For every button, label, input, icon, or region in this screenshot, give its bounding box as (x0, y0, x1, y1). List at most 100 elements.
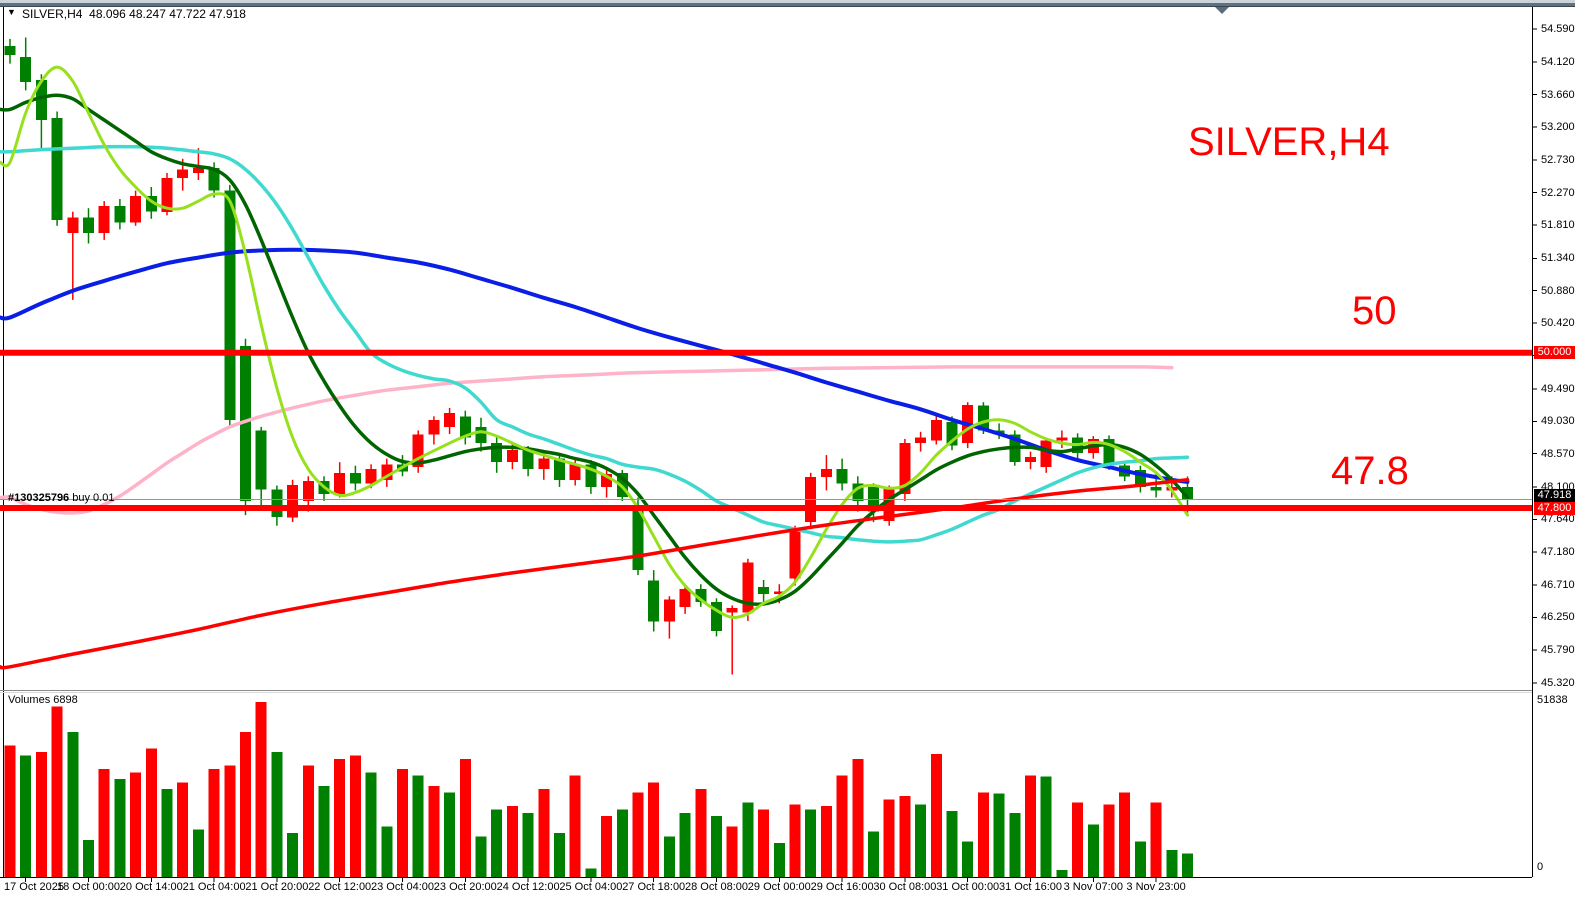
volume-bar (1119, 792, 1131, 877)
volume-bar (192, 829, 204, 877)
volume-bar (679, 812, 691, 877)
symbol-dropdown-icon[interactable]: ▼ (7, 7, 16, 17)
candle-body (412, 434, 424, 468)
candle-body (98, 206, 110, 233)
candle-body (177, 169, 189, 178)
candle-body (538, 458, 550, 470)
candle-body (349, 472, 361, 484)
candle-body (789, 529, 801, 579)
volume-bar (993, 793, 1005, 877)
candle-body (381, 464, 393, 480)
candle-body (1025, 457, 1036, 463)
candle-body (663, 599, 675, 622)
chart-shift-marker-icon[interactable] (1215, 7, 1229, 14)
candle-body (1134, 469, 1146, 487)
volume-bar (287, 833, 299, 877)
candle-body (522, 450, 534, 470)
ma-line-lime-fast-ma (0, 65, 1189, 620)
volume-bar (538, 789, 550, 877)
volume-bar (491, 809, 503, 877)
candle-body (365, 469, 377, 484)
volume-bar (1040, 776, 1052, 877)
ma-line-pink-slow-ma (0, 365, 1174, 515)
volume-bar (224, 765, 236, 877)
volume-bar (271, 752, 283, 877)
volume-bar (758, 809, 770, 877)
candle-body (491, 443, 503, 463)
volume-bar (569, 775, 581, 877)
open-position-label[interactable]: #130325796 buy 0.01 (8, 492, 114, 504)
volume-bar (1087, 824, 1099, 877)
volume-bar (711, 816, 722, 877)
volume-bar (836, 775, 848, 877)
volume-bar (67, 731, 79, 877)
volume-bar (1166, 850, 1178, 877)
candle-body (742, 562, 754, 613)
candle-body (192, 168, 204, 173)
candle-body (334, 472, 346, 494)
volume-bar (365, 772, 377, 877)
volume-bar (663, 836, 675, 877)
volume-bar (83, 839, 94, 877)
volume-bar (915, 804, 927, 877)
candle-body (506, 450, 518, 463)
volume-bar (1009, 812, 1021, 877)
candle-body (946, 422, 958, 446)
position-ticket: #130325796 (8, 492, 70, 504)
volume-bar (648, 782, 660, 877)
candle-body (836, 469, 848, 484)
volume-bar (208, 769, 220, 877)
volume-bar (601, 816, 613, 877)
volume-bar (899, 796, 911, 877)
volume-bar (852, 758, 864, 877)
volume-bar (522, 812, 534, 877)
volume-bar (114, 779, 126, 877)
candle-body (679, 589, 691, 607)
volume-bar (177, 782, 189, 877)
candle-body (145, 196, 157, 212)
volume-bar (475, 836, 487, 877)
candle-body (585, 464, 597, 487)
volume-bar (397, 769, 408, 877)
candle-body (773, 591, 785, 595)
ma-line-red-long-ma (0, 478, 1190, 670)
volume-bar (632, 792, 644, 877)
candle-body (1056, 437, 1068, 441)
candle-body (569, 464, 581, 480)
volume-bar (1025, 775, 1036, 877)
candle-body (35, 79, 47, 120)
volumes-indicator-label: Volumes 6898 (8, 694, 78, 706)
volume-bar (255, 702, 267, 877)
candle-body (161, 177, 173, 212)
volume-bar (349, 755, 361, 877)
volume-bar (51, 706, 63, 877)
candle-body (67, 217, 79, 233)
volume-bar (1103, 804, 1115, 877)
candle-body (1182, 487, 1193, 500)
candle-body (20, 57, 32, 82)
candle-body (852, 483, 864, 501)
position-detail: buy 0.01 (72, 492, 115, 504)
volume-bar (35, 752, 47, 877)
volume-bar (616, 809, 628, 877)
candle-body (1103, 438, 1115, 466)
candle-body (287, 484, 299, 518)
volume-bar (1150, 802, 1162, 877)
volume-bar (318, 785, 330, 877)
candle-body (255, 430, 267, 490)
volume-bar (868, 831, 879, 877)
volume-bar (334, 758, 346, 877)
volume-bar (585, 868, 597, 877)
volume-bar (459, 758, 471, 877)
candle-body (271, 489, 283, 518)
candle-body (616, 472, 628, 497)
volume-bar (412, 775, 424, 877)
volume-bar (130, 772, 142, 877)
candle-body (601, 474, 613, 487)
volume-bar (773, 843, 785, 877)
candle-body (224, 190, 236, 420)
candle-body (428, 419, 440, 435)
candle-body (459, 416, 471, 438)
candle-body (475, 426, 487, 444)
